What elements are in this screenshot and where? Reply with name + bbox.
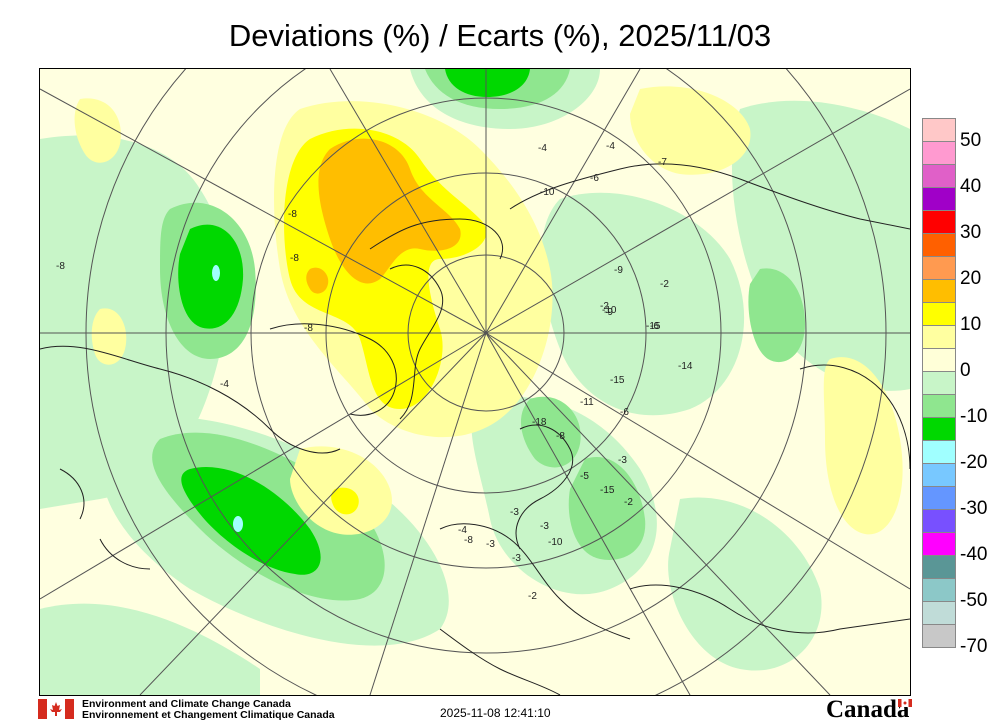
- legend-label: 20: [960, 268, 982, 289]
- legend-label: 40: [960, 176, 982, 197]
- legend-label: 10: [960, 314, 982, 335]
- legend-colorbar: [922, 118, 956, 648]
- map-label: -8: [464, 535, 473, 546]
- map-label: -10: [548, 537, 563, 548]
- polar-map: -8 -8 -8 -8 -4 -4 -4 -7 -6 -10 -9 -10 -2…: [39, 68, 911, 696]
- legend-swatch: [922, 394, 956, 417]
- anomaly-cyan: [212, 265, 243, 532]
- map-label: -5: [580, 471, 589, 482]
- map-label: -3: [486, 539, 495, 550]
- legend-swatch: [922, 532, 956, 555]
- map-label: -7: [658, 157, 667, 168]
- legend-swatch: [922, 440, 956, 463]
- map-label: -10: [540, 187, 555, 198]
- map-label: -11: [580, 397, 594, 408]
- map-label: -9: [614, 265, 623, 276]
- map-label: -6: [650, 321, 659, 332]
- legend-label: -70: [960, 636, 988, 657]
- map-label: -15: [600, 485, 615, 496]
- legend-label: 30: [960, 222, 982, 243]
- map-label: -4: [220, 379, 229, 390]
- legend-label: 50: [960, 130, 982, 151]
- legend-swatch: [922, 233, 956, 256]
- map-label: -15: [610, 375, 625, 386]
- legend-swatch: [922, 164, 956, 187]
- legend-swatch: [922, 417, 956, 440]
- contour-labels: -8 -8 -8 -8 -4 -4 -4 -7 -6 -10 -9 -10 -2…: [56, 141, 693, 602]
- map-label: -4: [458, 525, 467, 536]
- legend-label: -50: [960, 590, 988, 611]
- legend-swatch: [922, 601, 956, 624]
- map-label: -2: [624, 497, 633, 508]
- map-label: -14: [678, 361, 693, 372]
- legend-swatch: [922, 187, 956, 210]
- legend-swatch: [922, 509, 956, 532]
- anomaly-orange: [306, 138, 461, 294]
- org-name-english: Environment and Climate Change Canada: [82, 698, 291, 710]
- map-label: -2: [528, 591, 537, 602]
- legend-swatch: [922, 624, 956, 648]
- legend-swatch: [922, 210, 956, 233]
- coastlines: [40, 163, 910, 695]
- generation-timestamp: 2025-11-08 12:41:10: [440, 706, 551, 720]
- legend-swatch: [922, 578, 956, 601]
- map-label: -3: [540, 521, 549, 532]
- map-label: -10: [602, 305, 617, 316]
- legend-swatch: [922, 371, 956, 394]
- graticule: [40, 69, 910, 695]
- legend-swatch: [922, 348, 956, 371]
- map-label: -4: [606, 141, 615, 152]
- map-label: -18: [532, 417, 547, 428]
- map-label: -15: [646, 321, 661, 332]
- legend-label: -20: [960, 452, 988, 473]
- legend-label: -30: [960, 498, 988, 519]
- legend-swatch: [922, 141, 956, 164]
- map-label: -4: [538, 143, 547, 154]
- legend-label: -40: [960, 544, 988, 565]
- map-label: -6: [620, 407, 629, 418]
- legend-swatch: [922, 463, 956, 486]
- map-label: -3: [512, 553, 521, 564]
- map-label: -8: [556, 431, 565, 442]
- legend-swatch: [922, 256, 956, 279]
- map-label: -8: [56, 261, 65, 272]
- map-label: -3: [618, 455, 627, 466]
- org-name-french: Environnement et Changement Climatique C…: [82, 709, 335, 721]
- legend-swatch: [922, 555, 956, 578]
- map-label: -8: [304, 323, 313, 334]
- canada-wordmark: Canada: [826, 696, 910, 723]
- map-label: -2: [600, 301, 609, 312]
- wordmark-flag-icon: [898, 699, 912, 707]
- chart-title: Deviations (%) / Ecarts (%), 2025/11/03: [228, 18, 772, 53]
- legend-swatch: [922, 325, 956, 348]
- map-label: -2: [660, 279, 669, 290]
- map-label: -8: [288, 209, 297, 220]
- map-label: -9: [604, 307, 613, 318]
- legend-label: -10: [960, 406, 988, 427]
- legend-swatch: [922, 486, 956, 509]
- legend-swatch: [922, 118, 956, 141]
- organization-name: Environment and Climate Change Canada En…: [82, 699, 335, 721]
- legend-label: 0: [960, 360, 971, 381]
- legend-swatch: [922, 279, 956, 302]
- map-label: -6: [590, 173, 599, 184]
- map-label: -8: [290, 253, 299, 264]
- map-label: -3: [510, 507, 519, 518]
- canada-flag-icon: [38, 699, 74, 719]
- legend-swatch: [922, 302, 956, 325]
